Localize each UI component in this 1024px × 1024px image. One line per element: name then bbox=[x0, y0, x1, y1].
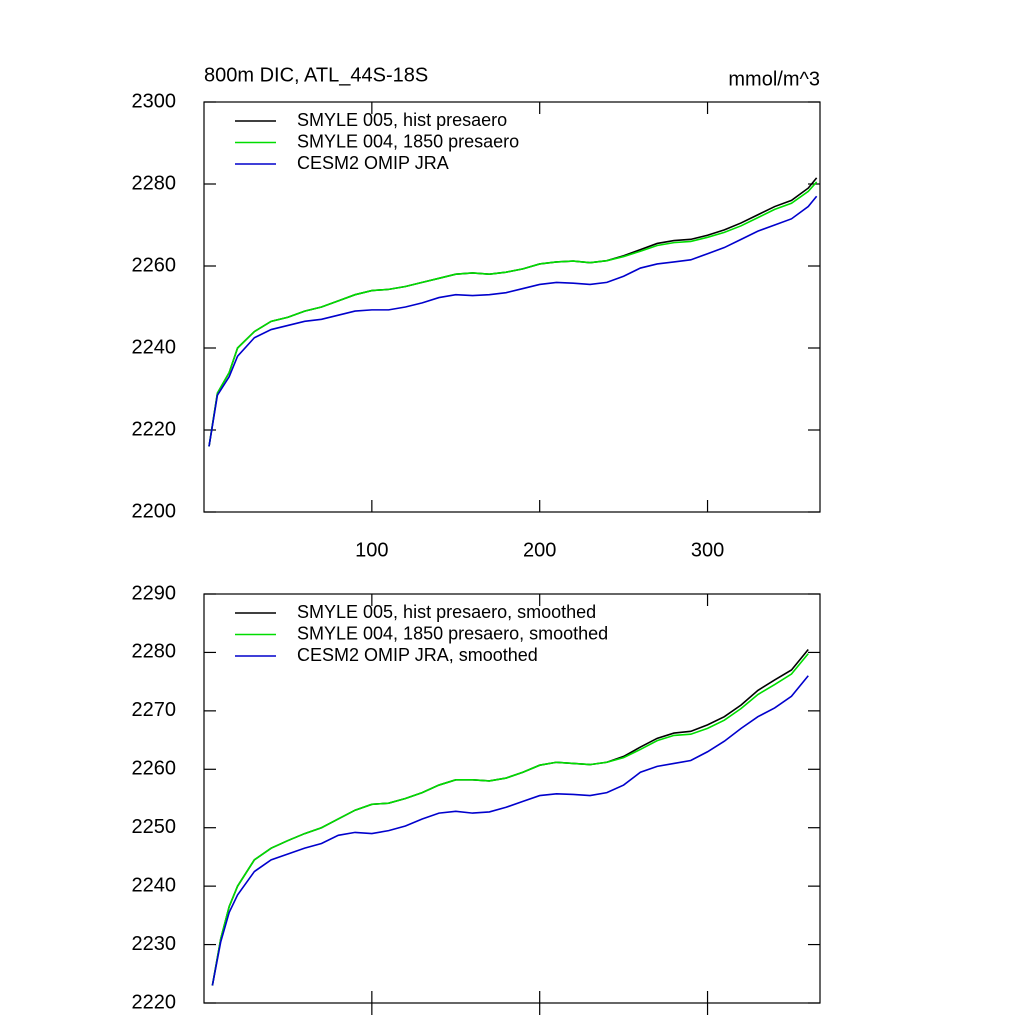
plot-frame bbox=[203, 593, 821, 1004]
plot-frame bbox=[203, 101, 821, 513]
y-tick-label: 2250 bbox=[132, 816, 177, 838]
x-tick-label: 300 bbox=[691, 539, 724, 561]
series-line bbox=[211, 653, 809, 986]
y-tick-label: 2200 bbox=[132, 500, 177, 522]
x-tick-label: 100 bbox=[355, 539, 388, 561]
series-line bbox=[211, 675, 809, 986]
y-tick-label: 2260 bbox=[132, 254, 177, 276]
y-tick-label: 2270 bbox=[132, 699, 177, 721]
x-tick-label: 200 bbox=[523, 539, 556, 561]
y-tick-label: 2280 bbox=[132, 641, 177, 663]
y-tick-label: 2220 bbox=[132, 418, 177, 440]
units-label: mmol/m^3 bbox=[728, 68, 820, 90]
legend-label: SMYLE 005, hist presaero, smoothed bbox=[297, 602, 596, 622]
y-tick-label: 2280 bbox=[132, 172, 177, 194]
legend-label: SMYLE 005, hist presaero bbox=[297, 110, 507, 130]
legend-label: SMYLE 004, 1850 presaero bbox=[297, 131, 519, 151]
series-line bbox=[211, 649, 809, 986]
y-tick-label: 2220 bbox=[132, 991, 177, 1013]
series-line bbox=[208, 195, 818, 447]
y-tick-label: 2230 bbox=[132, 933, 177, 955]
legend-label: CESM2 OMIP JRA bbox=[297, 153, 449, 173]
chart-title: 800m DIC, ATL_44S-18S bbox=[204, 64, 428, 86]
y-tick-label: 2290 bbox=[132, 582, 177, 604]
y-tick-label: 2240 bbox=[132, 874, 177, 896]
y-tick-label: 2300 bbox=[132, 90, 177, 112]
y-tick-label: 2260 bbox=[132, 758, 177, 780]
series-line bbox=[208, 181, 818, 447]
legend-label: CESM2 OMIP JRA, smoothed bbox=[297, 645, 538, 665]
y-tick-label: 2240 bbox=[132, 336, 177, 358]
legend-label: SMYLE 004, 1850 presaero, smoothed bbox=[297, 623, 608, 643]
